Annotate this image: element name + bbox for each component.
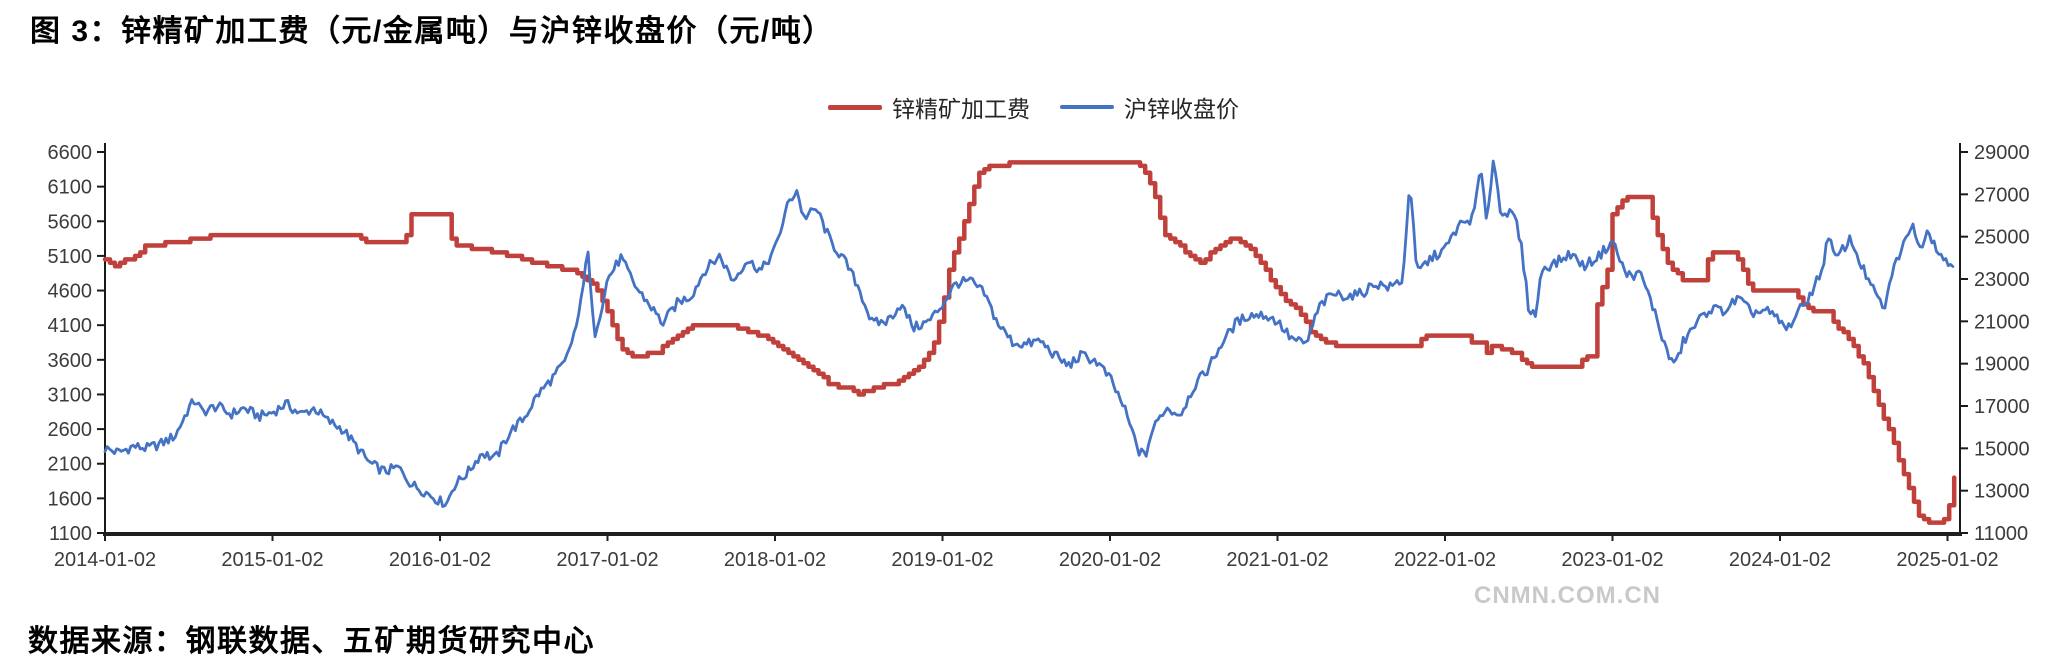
- right-axis-tick-label: 13000: [1974, 481, 2030, 503]
- watermark: CNMN.COM.CN: [1474, 582, 1661, 609]
- x-axis-tick-label: 2024-01-02: [1729, 549, 1831, 571]
- right-axis-tick-label: 27000: [1974, 184, 2030, 206]
- left-axis-tick-label: 3600: [48, 350, 93, 372]
- right-axis-tick-label: 25000: [1974, 227, 2030, 249]
- left-axis-tick-label: 2600: [48, 419, 93, 441]
- right-axis-tick-label: 19000: [1974, 354, 2030, 376]
- data-source-note: 数据来源：钢联数据、五矿期货研究中心: [28, 625, 595, 658]
- left-axis-tick-label: 3100: [48, 384, 93, 406]
- left-axis-tick-label: 6100: [48, 177, 93, 199]
- chart-legend: 锌精矿加工费 沪锌收盘价: [0, 90, 2067, 124]
- right-axis-tick-label: 15000: [1974, 438, 2030, 460]
- x-axis-tick-label: 2016-01-02: [389, 549, 491, 571]
- left-axis-tick-label: 1100: [49, 523, 92, 545]
- legend-item-tc: 锌精矿加工费: [828, 90, 1030, 124]
- legend-item-price: 沪锌收盘价: [1060, 90, 1239, 124]
- x-axis-tick-label: 2021-01-02: [1226, 549, 1328, 571]
- left-axis-tick-label: 2100: [48, 454, 93, 476]
- x-axis-tick-label: 2019-01-02: [891, 549, 993, 571]
- right-axis-tick-label: 23000: [1974, 269, 2030, 291]
- right-axis-tick-label: 21000: [1974, 311, 2030, 333]
- x-axis-tick-label: 2022-01-02: [1394, 549, 1496, 571]
- x-axis-tick-label: 2015-01-02: [221, 549, 323, 571]
- left-axis-tick-label: 4600: [48, 281, 93, 303]
- x-axis-tick-label: 2017-01-02: [556, 549, 658, 571]
- right-axis-tick-label: 17000: [1974, 396, 2030, 418]
- tc-line-swatch: [828, 104, 882, 110]
- legend-label-tc: 锌精矿加工费: [892, 96, 1030, 122]
- x-axis-tick-label: 2020-01-02: [1059, 549, 1161, 571]
- right-axis-tick-label: 29000: [1974, 142, 2030, 164]
- series-tc-line: [102, 160, 1957, 525]
- legend-label-price: 沪锌收盘价: [1124, 96, 1239, 122]
- left-axis-tick-label: 4100: [48, 315, 93, 337]
- x-axis-tick-label: 2018-01-02: [724, 549, 826, 571]
- x-axis-tick-label: 2023-01-02: [1561, 549, 1663, 571]
- chart-title: 图 3：锌精矿加工费（元/金属吨）与沪锌收盘价（元/吨）: [30, 15, 834, 48]
- x-axis-tick-label: 2025-01-02: [1896, 549, 1998, 571]
- left-axis-tick-label: 5600: [48, 211, 93, 233]
- left-axis-tick-label: 5100: [48, 246, 93, 268]
- left-axis-tick-label: 6600: [48, 142, 93, 164]
- price-line-swatch: [1060, 105, 1114, 109]
- right-axis-tick-label: 11000: [1974, 523, 2028, 545]
- left-axis-tick-label: 1600: [48, 488, 93, 510]
- series-price-line: [103, 159, 1955, 508]
- x-axis-tick-label: 2014-01-02: [54, 549, 156, 571]
